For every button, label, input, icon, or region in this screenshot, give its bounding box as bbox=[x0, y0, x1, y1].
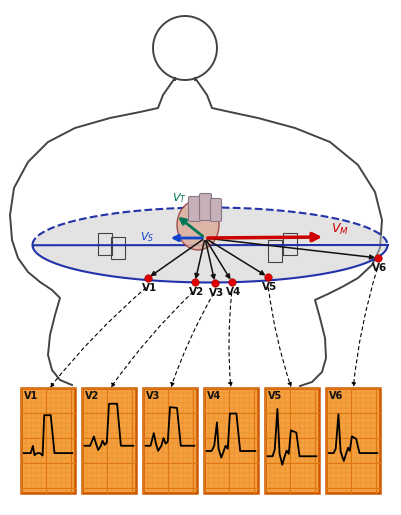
Text: $V_S$: $V_S$ bbox=[140, 230, 154, 244]
Ellipse shape bbox=[32, 208, 387, 283]
Bar bbox=[143, 388, 197, 493]
Ellipse shape bbox=[177, 200, 219, 250]
Bar bbox=[82, 388, 136, 493]
Bar bbox=[326, 388, 380, 493]
Text: V1: V1 bbox=[24, 391, 38, 401]
Text: V3: V3 bbox=[146, 391, 160, 401]
FancyBboxPatch shape bbox=[211, 198, 221, 221]
Text: $V_M$: $V_M$ bbox=[331, 222, 349, 237]
Text: V5: V5 bbox=[268, 391, 282, 401]
FancyBboxPatch shape bbox=[188, 197, 200, 221]
Text: V4: V4 bbox=[226, 287, 241, 297]
Text: V5: V5 bbox=[262, 282, 277, 292]
Text: $V_T$: $V_T$ bbox=[172, 191, 187, 205]
Bar bbox=[204, 388, 258, 493]
Text: V6: V6 bbox=[372, 263, 387, 273]
Bar bbox=[265, 388, 319, 493]
FancyBboxPatch shape bbox=[200, 194, 211, 220]
Text: V2: V2 bbox=[85, 391, 99, 401]
Text: V1: V1 bbox=[142, 283, 157, 293]
Text: V6: V6 bbox=[329, 391, 343, 401]
Bar bbox=[21, 388, 75, 493]
Text: V4: V4 bbox=[207, 391, 221, 401]
Text: V2: V2 bbox=[189, 287, 204, 297]
Text: V3: V3 bbox=[209, 288, 224, 298]
